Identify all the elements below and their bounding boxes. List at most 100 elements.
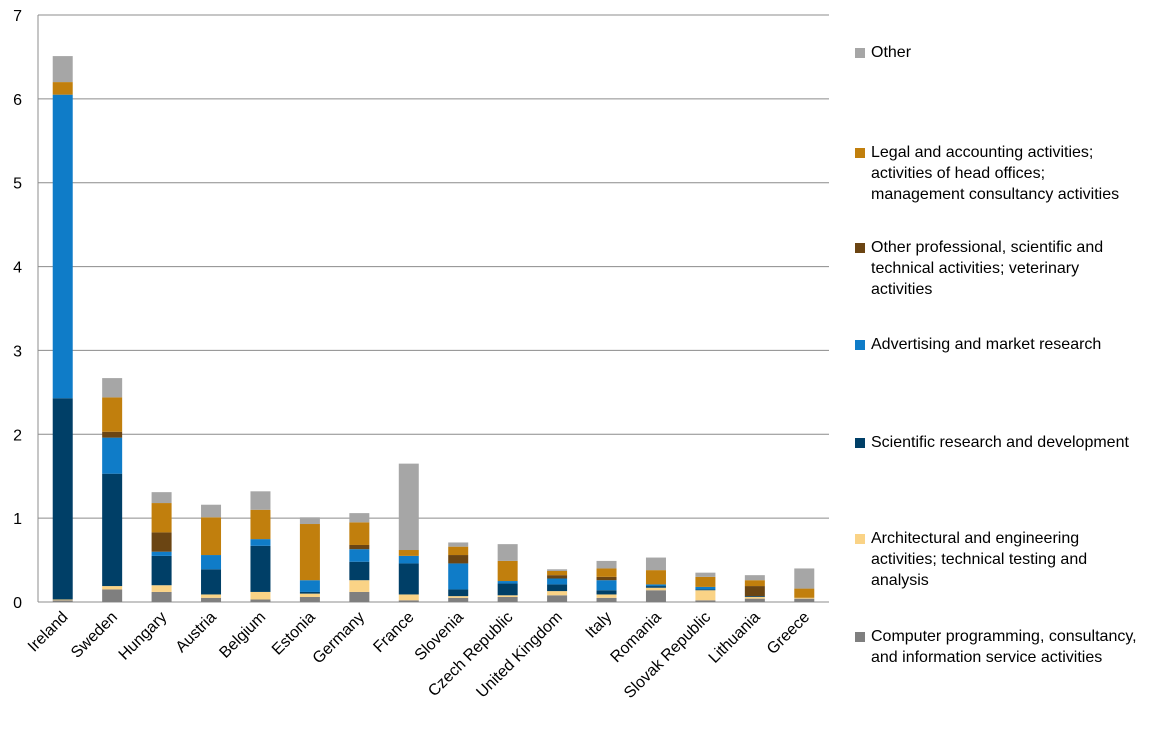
bar-segment bbox=[596, 568, 617, 577]
bar-segment bbox=[151, 492, 172, 504]
bar-segment bbox=[398, 550, 419, 556]
bar-segment bbox=[398, 600, 419, 602]
y-tick-label: 1 bbox=[13, 511, 22, 528]
x-tick-label: Belgium bbox=[216, 609, 269, 662]
bar-segment bbox=[448, 596, 469, 598]
bar-segment bbox=[398, 563, 419, 595]
bar-segment bbox=[398, 555, 419, 564]
chart-legend: Other Legal and accounting activities; ac… bbox=[855, 0, 1145, 734]
bar-segment bbox=[299, 591, 320, 594]
bar-segment bbox=[497, 560, 518, 582]
bar-segment bbox=[497, 595, 518, 597]
bar-segment bbox=[299, 524, 320, 581]
bar-segment bbox=[596, 590, 617, 595]
bar-segment bbox=[744, 575, 765, 581]
x-tick-label: France bbox=[370, 609, 417, 656]
bar-segment bbox=[52, 94, 73, 399]
bar-segment bbox=[201, 594, 222, 598]
bar-segment bbox=[151, 503, 172, 533]
x-tick-label: Slovak Republic bbox=[621, 609, 714, 702]
bar-segment bbox=[151, 555, 172, 586]
bar-segment bbox=[102, 437, 123, 474]
bar-segment bbox=[448, 563, 469, 590]
legend-label: Scientific research and development bbox=[871, 434, 1129, 451]
x-tick-label: Hungary bbox=[116, 609, 171, 664]
bar-segment bbox=[102, 431, 123, 438]
legend-label: Other bbox=[871, 44, 912, 61]
bar-segment bbox=[695, 589, 716, 591]
y-tick-label: 3 bbox=[13, 343, 22, 360]
bar-segment bbox=[52, 398, 73, 600]
x-tick-label: Austria bbox=[173, 609, 220, 656]
bar-segment bbox=[299, 596, 320, 602]
bar-segment bbox=[250, 539, 271, 546]
bar-segment bbox=[52, 599, 73, 601]
bar-segment bbox=[695, 576, 716, 587]
legend-label: Legal and accounting activities; activit… bbox=[871, 144, 1120, 203]
x-tick-label: Lithuania bbox=[706, 609, 764, 667]
bar-segment bbox=[349, 549, 370, 562]
bar-segment bbox=[250, 509, 271, 540]
bar-segment bbox=[299, 593, 320, 597]
legend-swatch bbox=[855, 243, 865, 253]
bar-segment bbox=[250, 491, 271, 510]
legend-swatch bbox=[855, 148, 865, 158]
bar-segment bbox=[349, 591, 370, 602]
bar-segment bbox=[744, 596, 765, 599]
bar-segment bbox=[645, 570, 666, 585]
bar-segment bbox=[645, 557, 666, 571]
bar-segment bbox=[102, 586, 123, 590]
y-tick-label: 7 bbox=[13, 8, 22, 25]
y-tick-label: 0 bbox=[13, 595, 22, 612]
x-tick-label: Greece bbox=[764, 609, 813, 658]
x-tick-label: Sweden bbox=[68, 609, 121, 662]
bar-segment bbox=[497, 596, 518, 602]
bar-segment bbox=[596, 576, 617, 581]
bar-segment bbox=[201, 555, 222, 570]
bar-segment bbox=[547, 570, 568, 576]
bar-segment bbox=[547, 591, 568, 596]
legend-swatch bbox=[855, 534, 865, 544]
bar-segment bbox=[250, 599, 271, 602]
bar-segment bbox=[596, 580, 617, 591]
x-tick-label: Estonia bbox=[269, 609, 319, 659]
bar-segment bbox=[596, 597, 617, 602]
legend-swatch bbox=[855, 48, 865, 58]
legend-swatch bbox=[855, 632, 865, 642]
bar-segment bbox=[151, 591, 172, 602]
x-tick-label: Germany bbox=[310, 609, 369, 668]
bar-segment bbox=[645, 590, 666, 602]
legend-swatch bbox=[855, 438, 865, 448]
bar-segment bbox=[794, 588, 815, 598]
bar-segment bbox=[645, 587, 666, 591]
bar-segment bbox=[744, 580, 765, 587]
bar-segment bbox=[349, 513, 370, 523]
bar-segment bbox=[349, 561, 370, 581]
bar-segment bbox=[547, 578, 568, 585]
bar-segment bbox=[695, 586, 716, 590]
bar-segment bbox=[744, 586, 765, 597]
bar-segment bbox=[547, 569, 568, 571]
bar-segment bbox=[695, 600, 716, 602]
bar-segment bbox=[349, 522, 370, 545]
bar-segment bbox=[547, 584, 568, 592]
bar-segment bbox=[349, 580, 370, 592]
bar-segment bbox=[151, 532, 172, 552]
bar-segment bbox=[102, 589, 123, 602]
bar-segment bbox=[448, 589, 469, 597]
bar-segment bbox=[102, 473, 123, 587]
bar-segment bbox=[52, 82, 73, 95]
bar-segment bbox=[794, 568, 815, 589]
bar-segment bbox=[102, 378, 123, 398]
bar-segment bbox=[695, 572, 716, 577]
bar-segment bbox=[497, 581, 518, 584]
bar-segment bbox=[250, 545, 271, 592]
bar-segment bbox=[695, 590, 716, 601]
bar-segment bbox=[645, 584, 666, 587]
legend-label: Other professional, scientific and techn… bbox=[871, 239, 1104, 298]
bar-segment bbox=[398, 463, 419, 551]
bar-segment bbox=[299, 580, 320, 592]
bar-segment bbox=[102, 397, 123, 432]
bar-segment bbox=[201, 569, 222, 595]
